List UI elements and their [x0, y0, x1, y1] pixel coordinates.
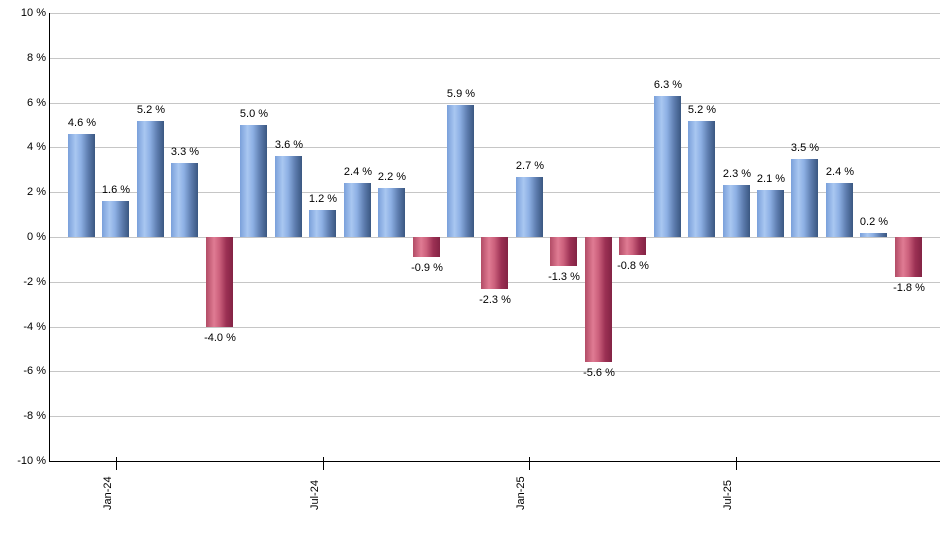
y-axis-tick-label: -4 % — [23, 321, 46, 333]
y-gridline — [49, 58, 940, 59]
bar-value-label: 5.2 % — [136, 104, 166, 116]
y-axis-tick-label: -2 % — [23, 276, 46, 288]
bar-value-label: -1.3 % — [548, 271, 580, 283]
bar-jul-24 — [309, 210, 336, 237]
bar-value-label: 3.5 % — [790, 142, 820, 154]
y-gridline — [49, 103, 940, 104]
x-axis-tick-label: Jul-24 — [309, 480, 321, 510]
bar-value-label: 5.2 % — [687, 104, 717, 116]
x-axis-tick — [529, 457, 530, 470]
bar-jun-25 — [688, 121, 715, 237]
bar-value-label: 0.2 % — [859, 216, 889, 228]
y-axis-tick-label: -10 % — [17, 455, 46, 467]
bar-value-label: 4.6 % — [67, 117, 97, 129]
bar-value-label: -0.8 % — [617, 260, 649, 272]
y-gridline — [49, 147, 940, 148]
bar-value-label: 5.9 % — [446, 88, 476, 100]
x-axis-tick — [116, 457, 117, 470]
bar-value-label: -1.8 % — [893, 282, 925, 294]
bar-value-label: 2.4 % — [825, 166, 855, 178]
bar-apr-24 — [206, 237, 233, 327]
bar-value-label: 1.2 % — [308, 193, 338, 205]
bar-value-label: -4.0 % — [204, 332, 236, 344]
bar-value-label: -5.6 % — [583, 367, 615, 379]
bar-sep-24 — [378, 188, 405, 237]
x-axis-tick — [736, 457, 737, 470]
bar-value-label: 2.4 % — [343, 166, 373, 178]
y-gridline — [49, 327, 940, 328]
bar-value-label: 3.3 % — [170, 146, 200, 158]
bar-value-label: 5.0 % — [239, 108, 269, 120]
bar-jan-25 — [516, 177, 543, 237]
bar-may-24 — [240, 125, 267, 237]
bar-nov-25 — [860, 233, 887, 237]
bar-nov-24 — [447, 105, 474, 237]
bar-jan-24 — [102, 201, 129, 237]
bar-value-label: 3.6 % — [274, 139, 304, 151]
bar-mar-24 — [171, 163, 198, 237]
bar-aug-25 — [757, 190, 784, 237]
y-axis-tick-label: 10 % — [20, 7, 46, 19]
bar-oct-24 — [413, 237, 440, 257]
bar-feb-25 — [550, 237, 577, 266]
bar-jun-24 — [275, 156, 302, 237]
y-axis-tick-label: -8 % — [23, 410, 46, 422]
bar-value-label: -0.9 % — [411, 262, 443, 274]
x-axis-tick-label: Jan-25 — [515, 476, 527, 510]
x-axis-tick-label: Jan-24 — [102, 476, 114, 510]
x-axis-tick-label: Jul-25 — [722, 480, 734, 510]
bar-value-label: 2.3 % — [722, 168, 752, 180]
y-gridline — [49, 192, 940, 193]
bar-value-label: 6.3 % — [653, 79, 683, 91]
bar-jul-25 — [723, 185, 750, 237]
bar-value-label: 1.6 % — [101, 184, 131, 196]
bar-oct-25 — [826, 183, 853, 237]
y-gridline — [49, 416, 940, 417]
bar-value-label: 2.7 % — [515, 160, 545, 172]
y-axis-tick-label: 0 % — [27, 231, 46, 243]
bar-sep-25 — [791, 159, 818, 237]
x-axis-line — [49, 461, 940, 462]
bar-aug-24 — [344, 183, 371, 237]
bar-value-label: 2.1 % — [756, 173, 786, 185]
bar-dec-25 — [895, 237, 922, 277]
x-axis-tick — [323, 457, 324, 470]
y-gridline — [49, 371, 940, 372]
y-axis-tick-label: 8 % — [27, 52, 46, 64]
y-gridline — [49, 13, 940, 14]
y-axis-tick-label: 2 % — [27, 186, 46, 198]
bar-value-label: 2.2 % — [377, 171, 407, 183]
bar-apr-25 — [619, 237, 646, 255]
y-axis-line — [49, 13, 50, 462]
bar-feb-24 — [137, 121, 164, 237]
bar-dec-24 — [481, 237, 508, 289]
y-axis-tick-label: 4 % — [27, 141, 46, 153]
bar-dec-23 — [68, 134, 95, 237]
bar-value-label: -2.3 % — [479, 294, 511, 306]
bar-may-25 — [654, 96, 681, 237]
y-axis-tick-label: -6 % — [23, 365, 46, 377]
y-axis-tick-label: 6 % — [27, 97, 46, 109]
bar-mar-25 — [585, 237, 612, 362]
